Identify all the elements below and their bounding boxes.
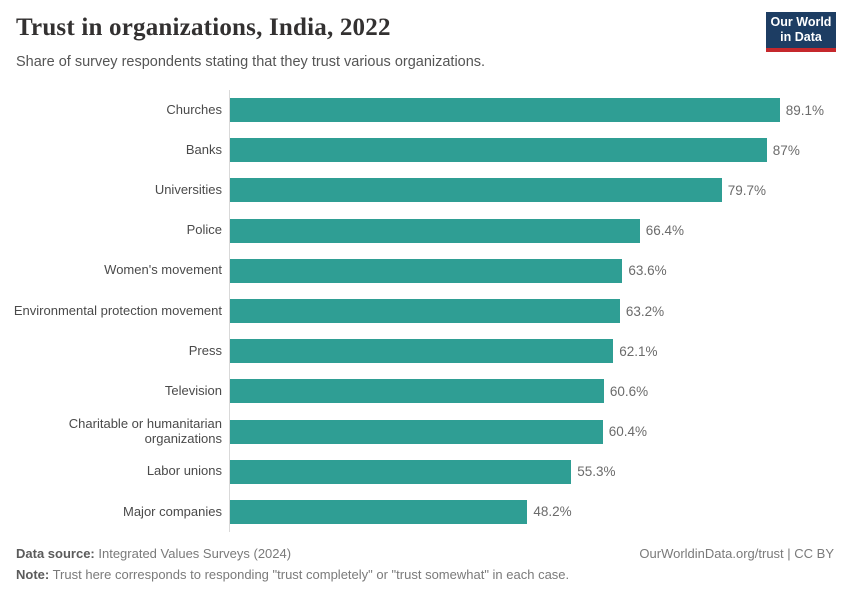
value-label: 60.4% [608, 424, 647, 440]
bar-row: Major companies 48.2% [0, 491, 850, 533]
value-label: 87% [772, 142, 800, 158]
value-label: 63.2% [625, 303, 665, 319]
category-label: Police [186, 222, 222, 238]
value-label: 62.1% [619, 343, 658, 359]
bar[interactable] [230, 299, 620, 324]
bar-row: Television 60.6% [0, 371, 850, 412]
owid-logo[interactable]: Our World in Data [766, 12, 836, 52]
bar-area: 60.4% [229, 411, 850, 452]
value-label: 89.1% [785, 102, 824, 118]
bar-area: 79.7% [229, 170, 850, 211]
bar-area: 62.1% [229, 331, 850, 372]
category-label: Press [188, 342, 222, 358]
category-label: Universities [154, 182, 222, 197]
value-label: 60.6% [609, 383, 649, 399]
bar[interactable] [230, 459, 572, 484]
bar-row: Charitable or humanitarian organizations… [0, 411, 850, 452]
category-label: Churches [166, 101, 222, 117]
bar-row: Environmental protection movement 63.2% [0, 290, 850, 332]
footer-note: Note: Trust here corresponds to respondi… [16, 567, 834, 582]
bar-row: Labor unions 55.3% [0, 451, 850, 492]
bar[interactable] [230, 339, 614, 364]
chart-footer: Data source: Integrated Values Surveys (… [16, 546, 834, 582]
value-label: 48.2% [533, 504, 572, 520]
chart-subtitle: Share of survey respondents stating that… [16, 54, 486, 70]
bar[interactable] [230, 218, 640, 243]
bar[interactable] [230, 379, 604, 404]
note-label: Note: [16, 567, 50, 582]
value-label: 66.4% [645, 223, 684, 239]
bar-area: 63.2% [229, 290, 850, 332]
category-label: Women's movement [104, 262, 222, 278]
chart-title: Trust in organizations, India, 2022 [16, 14, 391, 41]
bar-row: Police 66.4% [0, 210, 850, 251]
value-label: 63.6% [628, 263, 667, 279]
data-source-value: Integrated Values Surveys (2024) [94, 546, 292, 561]
bar-row: Women's movement 63.6% [0, 250, 850, 291]
bar-area: 89.1% [229, 90, 850, 131]
owid-cc-link[interactable]: OurWorldinData.org/trust | CC BY [639, 546, 834, 561]
note-value: Trust here corresponds to responding "tr… [49, 567, 570, 582]
category-label: Major companies [123, 503, 222, 519]
bar-area: 66.4% [229, 210, 850, 251]
bar-row: Churches 89.1% [0, 90, 850, 131]
category-label: Labor unions [146, 463, 222, 479]
owid-logo-line2: in Data [780, 30, 822, 44]
data-source-label: Data source: [16, 546, 95, 561]
category-label: Environmental protection movement [13, 302, 222, 318]
category-label: Banks [185, 141, 222, 157]
value-label: 55.3% [577, 464, 616, 480]
bar-row: Universities 79.7% [0, 170, 850, 211]
footer-line1: Data source: Integrated Values Surveys (… [16, 546, 834, 561]
category-label: Charitable or humanitarian organizations [68, 415, 222, 446]
bar[interactable] [230, 258, 623, 283]
bar[interactable] [230, 138, 767, 163]
owid-logo-line1: Our World [770, 15, 832, 29]
bar-area: 55.3% [229, 451, 850, 492]
data-source: Data source: Integrated Values Surveys (… [16, 546, 291, 561]
bar-area: 87% [229, 130, 850, 171]
bar-row: Press 62.1% [0, 331, 850, 372]
bar-row: Banks 87% [0, 130, 850, 171]
bar-chart: Churches 89.1% Banks 87% Universities 79… [0, 90, 850, 533]
bar[interactable] [230, 499, 528, 524]
bar-area: 48.2% [229, 491, 850, 533]
bar-area: 63.6% [229, 250, 850, 291]
bar[interactable] [230, 98, 780, 123]
bar-area: 60.6% [229, 371, 850, 412]
category-label: Television [164, 382, 222, 398]
value-label: 79.7% [727, 182, 766, 198]
bar[interactable] [230, 178, 722, 203]
bar[interactable] [230, 419, 603, 444]
